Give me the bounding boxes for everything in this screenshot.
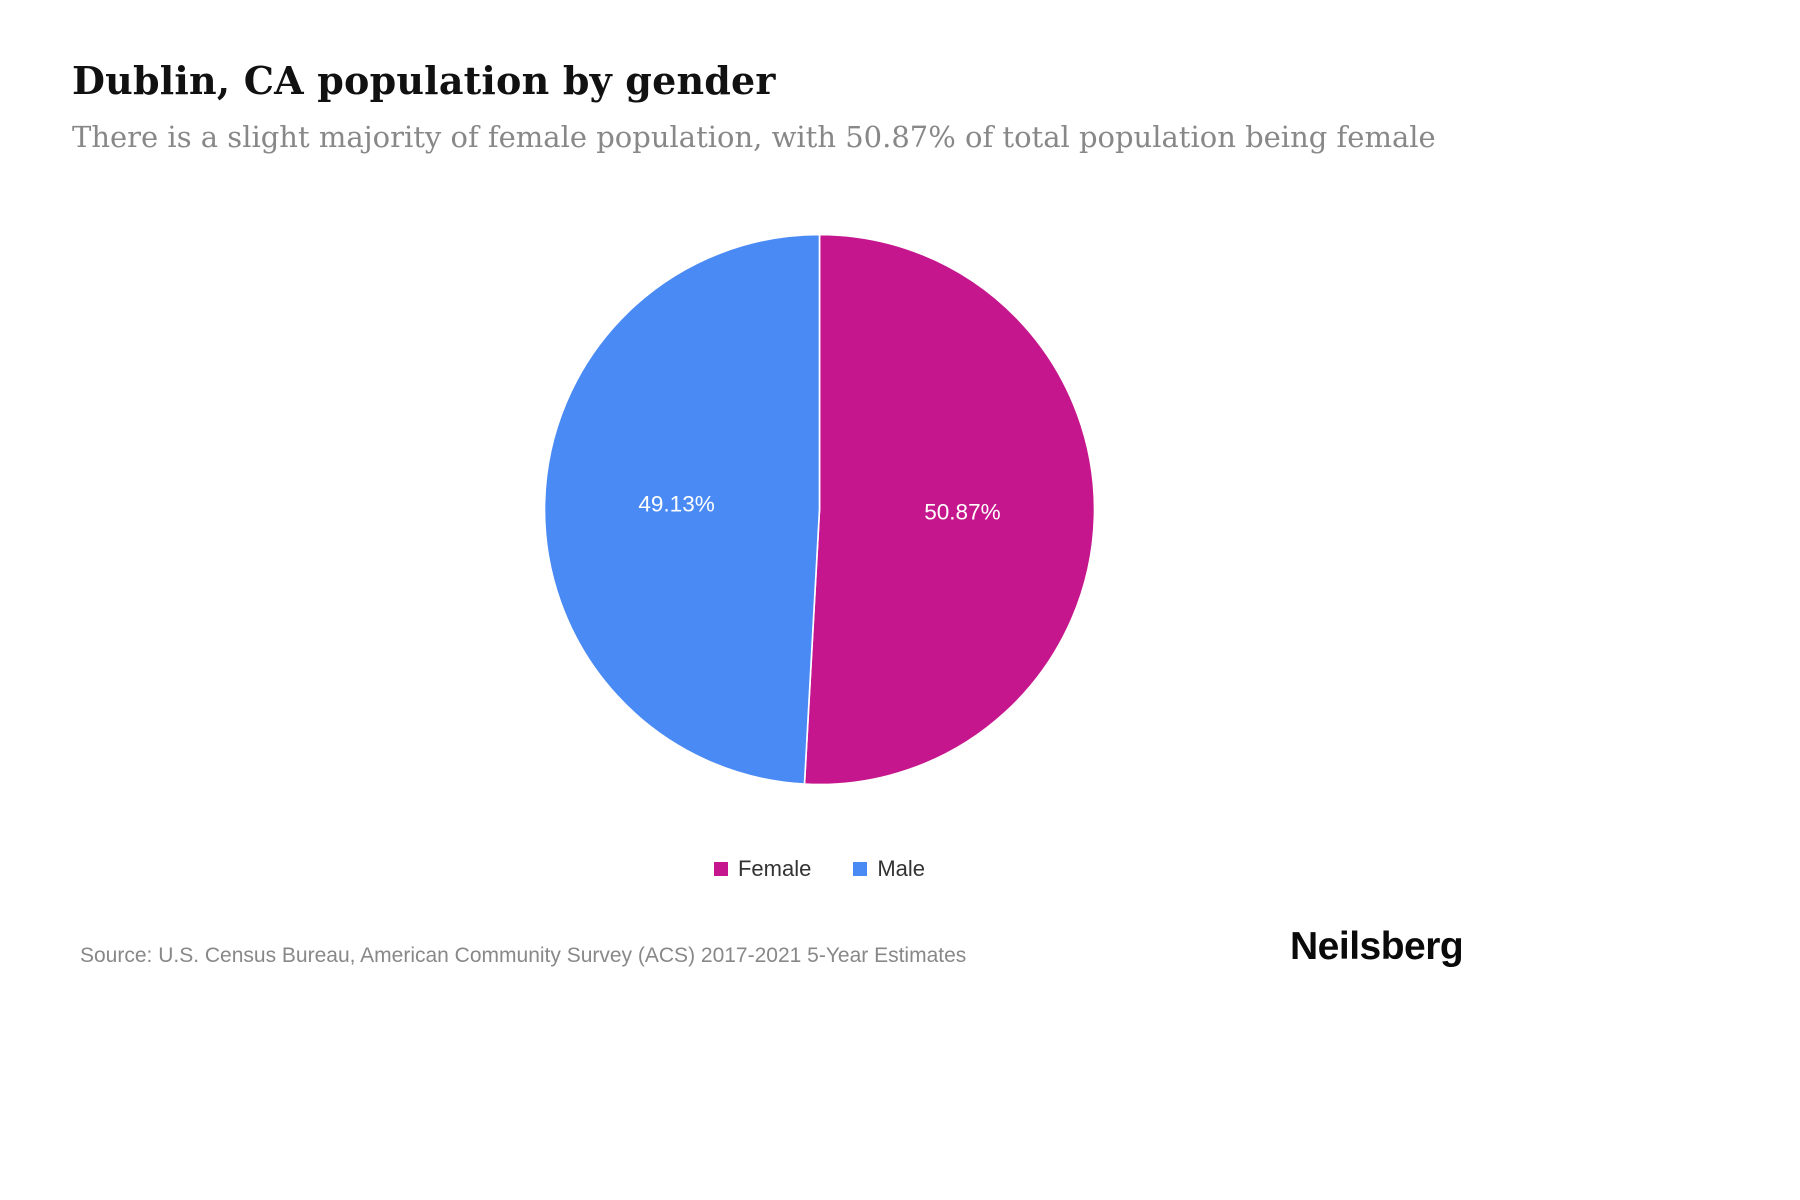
pie-chart-container: 50.87% 49.13% [517,207,1122,812]
pie-slice-male[interactable] [543,233,821,785]
slice-label: 49.13% [638,492,714,517]
legend-swatch-male [853,862,868,876]
slice-label: 50.87% [924,499,1000,524]
page-title: Dublin, CA population by gender [72,58,776,103]
legend-item-male[interactable]: Male [853,856,925,882]
legend-swatch-female [713,862,728,876]
source-text: Source: U.S. Census Bureau, American Com… [80,944,967,967]
page-subtitle: There is a slight majority of female pop… [72,120,1436,154]
pie-chart: 50.87% 49.13% [543,233,1096,786]
legend-label: Male [877,856,926,881]
legend: Female Male [517,856,1122,882]
legend-label: Female [737,856,812,881]
brand-logo: Neilsberg [1290,925,1464,968]
legend-item-female[interactable]: Female [713,856,812,882]
pie-slice-female[interactable] [803,233,1096,786]
